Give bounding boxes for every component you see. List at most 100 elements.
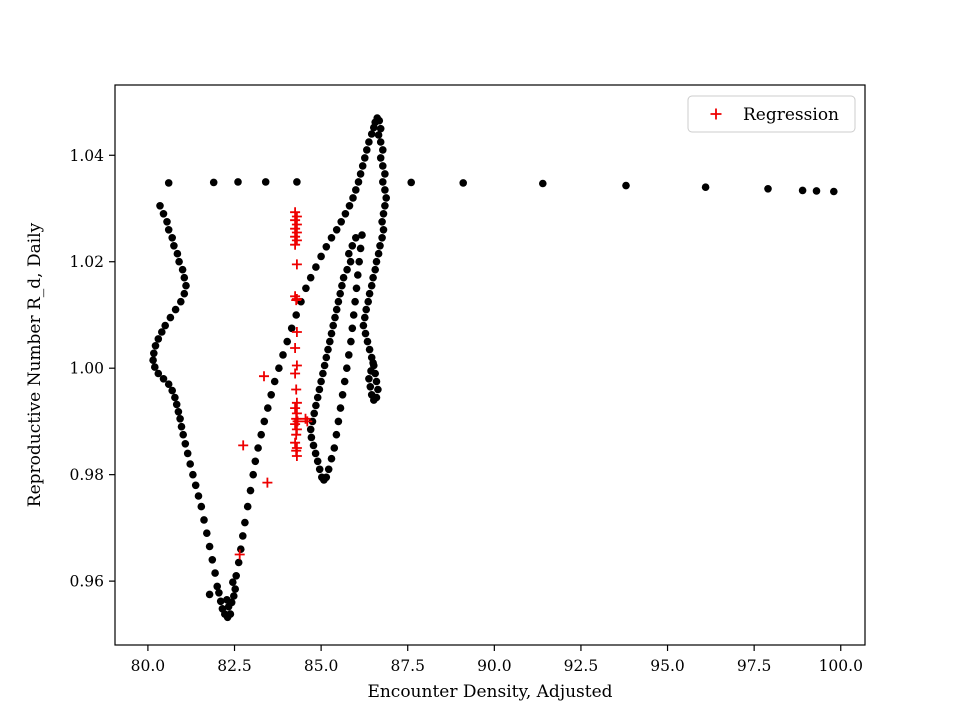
scatter-point <box>334 297 343 306</box>
y-tick-label: 0.96 <box>69 573 104 591</box>
scatter-point <box>366 383 375 391</box>
regression-marker <box>302 416 313 427</box>
scatter-point <box>354 178 363 186</box>
scatter-point <box>203 529 211 537</box>
scatter-point <box>172 400 181 409</box>
x-axis-label: Encounter Density, Adjusted <box>367 682 612 702</box>
scatter-point <box>327 454 336 463</box>
scatter-point <box>226 610 235 618</box>
scatter-point <box>326 337 334 346</box>
scatter-point <box>348 242 357 250</box>
scatter-point <box>355 257 364 266</box>
scatter-point <box>270 377 279 386</box>
scatter-point <box>365 289 374 298</box>
scatter-point <box>211 569 219 577</box>
scatter-point <box>237 545 245 553</box>
regression-marker <box>291 360 302 371</box>
scatter-point <box>539 179 547 188</box>
scatter-point <box>241 518 249 527</box>
regression-marker <box>290 368 301 379</box>
scatter-point <box>306 273 315 282</box>
scatter-point <box>332 226 341 234</box>
scatter-point <box>764 185 772 193</box>
scatter-point <box>158 328 166 336</box>
scatter-point <box>164 380 173 389</box>
scatter-point <box>306 425 315 434</box>
scatter-point <box>156 202 164 210</box>
scatter-point <box>307 433 316 442</box>
scatter-point <box>378 218 386 226</box>
scatter-point <box>254 444 262 452</box>
x-tick-label: 90.0 <box>477 657 512 675</box>
scatter-point <box>347 337 355 346</box>
scatter-point <box>317 377 325 386</box>
scatter-point <box>378 234 386 242</box>
scatter-point <box>164 226 173 234</box>
regression-marker <box>291 327 302 337</box>
scatter-point <box>249 470 257 479</box>
scatter-point <box>324 345 332 354</box>
scatter-point <box>239 532 247 540</box>
regression-marker <box>259 371 269 382</box>
scatter-point <box>175 257 183 266</box>
scatter-point <box>374 131 383 139</box>
regression-marker <box>234 549 245 560</box>
scatter-point <box>345 249 353 258</box>
y-tick-label: 1.04 <box>69 147 104 165</box>
scatter-point <box>287 324 296 333</box>
scatter-point <box>343 364 351 373</box>
scatter-point <box>341 210 350 218</box>
scatter-point <box>372 377 381 386</box>
regression-marker <box>290 343 301 353</box>
x-tick-label: 87.5 <box>390 657 425 675</box>
scatter-point <box>331 313 339 322</box>
scatter-point <box>317 252 325 261</box>
scatter-point <box>215 589 223 597</box>
scatter-point <box>163 218 171 226</box>
scatter-point <box>315 465 324 474</box>
scatter-point <box>292 311 301 319</box>
scatter-point <box>367 130 376 138</box>
scatter-point <box>365 138 373 146</box>
regression-marker <box>291 259 302 270</box>
scatter-point <box>279 351 287 359</box>
scatter-point <box>159 210 168 218</box>
scatter-point <box>311 449 320 458</box>
scatter-point <box>171 305 180 314</box>
scatter-point <box>200 516 208 524</box>
scatter-point <box>364 297 373 306</box>
scatter-point <box>209 178 218 187</box>
scatter-point <box>171 393 179 402</box>
scatter-point <box>359 321 368 330</box>
x-tick-label: 85.0 <box>304 657 339 675</box>
scatter-point <box>176 415 184 423</box>
scatter-point <box>379 226 388 234</box>
scatter-point <box>798 186 807 195</box>
regression-marker <box>290 437 301 448</box>
scatter-point <box>205 590 214 599</box>
scatter-point <box>322 353 331 362</box>
scatter-point <box>293 178 301 186</box>
scatter-point <box>382 194 391 202</box>
scatter-point <box>349 194 357 202</box>
y-tick-label: 1.00 <box>69 360 104 378</box>
scatter-point <box>830 187 838 196</box>
scatter-point <box>332 305 341 314</box>
scatter-point <box>343 265 351 274</box>
scatter-point <box>243 502 252 511</box>
scatter-point <box>208 556 217 564</box>
scatter-point <box>154 335 163 343</box>
scatter-point <box>261 178 270 186</box>
scatter-point <box>231 585 239 593</box>
scatter-point <box>379 210 388 218</box>
scatter-point <box>166 313 175 322</box>
scatter-point <box>459 179 468 187</box>
scatter-point <box>369 359 377 367</box>
scatter-point <box>315 385 324 394</box>
scatter-point <box>191 481 200 490</box>
scatter-point <box>232 572 240 580</box>
scatter-point <box>361 313 369 322</box>
scatter-point <box>313 393 322 402</box>
legend-label: Regression <box>743 105 839 125</box>
scatter-point <box>367 391 376 399</box>
